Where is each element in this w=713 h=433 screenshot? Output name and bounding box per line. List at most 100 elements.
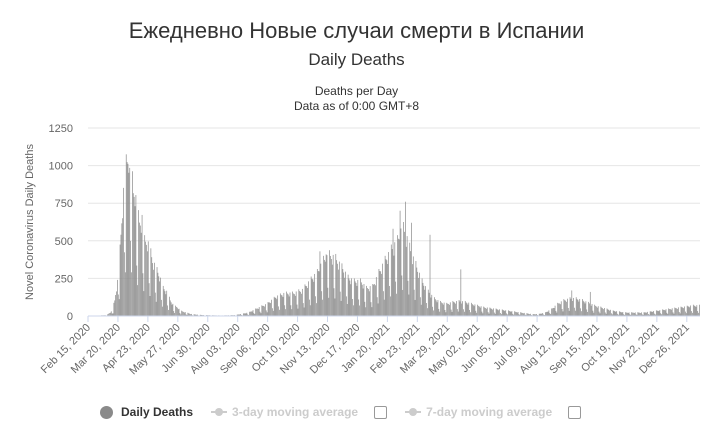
bar-daily-deaths <box>491 308 493 316</box>
bar-daily-deaths <box>519 314 521 316</box>
bar-daily-deaths <box>298 289 300 316</box>
bar-daily-deaths <box>417 271 419 316</box>
bar-daily-deaths <box>655 314 656 316</box>
bar-daily-deaths <box>393 255 395 316</box>
bar-daily-deaths <box>284 305 286 316</box>
bar-daily-deaths <box>481 311 483 316</box>
bar-daily-deaths <box>539 313 541 316</box>
bar-daily-deaths <box>567 298 568 316</box>
legend-item-7-day-average[interactable]: 7-day moving average <box>405 405 582 419</box>
bar-daily-deaths <box>678 311 680 316</box>
bar-daily-deaths <box>157 272 159 316</box>
bar-daily-deaths <box>479 307 481 316</box>
bar-daily-deaths <box>199 314 201 316</box>
bar-daily-deaths <box>596 306 597 316</box>
bar-daily-deaths <box>453 302 455 316</box>
bar-daily-deaths <box>145 241 146 316</box>
bar-daily-deaths <box>500 312 501 316</box>
bar-daily-deaths <box>167 305 168 316</box>
bar-daily-deaths <box>237 314 239 316</box>
bar-daily-deaths <box>316 269 318 316</box>
bar-daily-deaths <box>427 289 429 316</box>
bar-daily-deaths <box>244 313 246 316</box>
bar-daily-deaths <box>668 308 670 316</box>
bar-daily-deaths <box>449 304 450 316</box>
bar-daily-deaths <box>323 259 325 316</box>
bar-daily-deaths <box>193 314 195 316</box>
legend-label-3-day-average: 3-day moving average <box>232 405 359 419</box>
bar-daily-deaths <box>242 313 244 316</box>
bar-daily-deaths <box>557 302 559 316</box>
bar-daily-deaths <box>628 312 630 316</box>
bar-daily-deaths <box>290 305 292 316</box>
bar-daily-deaths <box>321 291 323 316</box>
bar-daily-deaths <box>339 291 341 316</box>
bar-daily-deaths <box>699 304 700 316</box>
bar-daily-deaths <box>518 314 520 316</box>
legend-checkbox-7-day-average[interactable] <box>568 405 582 419</box>
bar-daily-deaths <box>239 314 241 316</box>
bar-daily-deaths <box>620 312 622 316</box>
bar-daily-deaths <box>259 311 261 316</box>
bar-daily-deaths <box>375 277 377 316</box>
bar-daily-deaths <box>460 269 462 316</box>
bar-daily-deaths <box>279 293 281 316</box>
bar-daily-deaths <box>391 249 393 316</box>
bar-daily-deaths <box>590 305 592 316</box>
bar-daily-deaths <box>365 307 367 316</box>
bar-daily-deaths <box>262 305 264 316</box>
bar-daily-deaths <box>556 312 558 316</box>
bar-daily-deaths <box>484 307 485 316</box>
bar-daily-deaths <box>473 306 475 316</box>
bar-daily-deaths <box>328 297 330 316</box>
bar-daily-deaths <box>179 313 181 316</box>
bar-daily-deaths <box>515 312 517 316</box>
bar-daily-deaths <box>457 311 459 316</box>
legend-item-daily-deaths[interactable]: Daily Deaths <box>100 405 193 419</box>
bar-daily-deaths <box>597 306 599 316</box>
bar-daily-deaths <box>419 297 421 316</box>
bar-daily-deaths <box>110 311 112 316</box>
bar-daily-deaths <box>490 308 492 316</box>
legend-item-3-day-average[interactable]: 3-day moving average <box>211 405 388 419</box>
bar-daily-deaths <box>329 250 330 316</box>
bar-daily-deaths <box>653 310 655 316</box>
bar-daily-deaths <box>607 309 609 316</box>
bar-daily-deaths <box>543 314 544 316</box>
bar-daily-deaths <box>292 291 293 316</box>
legend-checkbox-3-day-average[interactable] <box>374 405 388 419</box>
bar-daily-deaths <box>389 285 390 316</box>
bar-daily-deaths <box>362 288 364 316</box>
bar-daily-deaths <box>694 306 696 316</box>
bar-daily-deaths <box>692 312 693 316</box>
bar-daily-deaths <box>561 309 563 316</box>
bar-daily-deaths <box>632 312 633 316</box>
bar-daily-deaths <box>371 307 373 316</box>
bar-daily-deaths <box>278 306 279 316</box>
bar-daily-deaths <box>449 302 451 316</box>
bar-daily-deaths <box>685 313 687 316</box>
bar-daily-deaths <box>635 314 637 316</box>
bar-daily-deaths <box>130 240 131 316</box>
bar-daily-deaths <box>522 312 523 316</box>
bar-daily-deaths <box>255 308 257 316</box>
bar-daily-deaths <box>624 314 625 316</box>
bar-daily-deaths <box>161 299 162 316</box>
bar-daily-deaths <box>248 314 249 316</box>
bar-daily-deaths <box>415 261 417 316</box>
bar-daily-deaths <box>342 269 344 316</box>
bar-daily-deaths <box>270 303 271 316</box>
bar-daily-deaths <box>257 308 259 316</box>
bar-daily-deaths <box>165 294 167 316</box>
bar-daily-deaths <box>334 298 336 316</box>
bar-daily-deaths <box>475 310 477 316</box>
bar-daily-deaths <box>583 301 585 316</box>
bar-daily-deaths <box>110 312 111 316</box>
bar-daily-deaths <box>343 272 345 316</box>
bar-daily-deaths <box>124 272 126 316</box>
bar-daily-deaths <box>633 312 634 316</box>
bar-daily-deaths <box>693 305 695 316</box>
bar-daily-deaths <box>144 235 146 316</box>
bar-daily-deaths <box>573 297 574 316</box>
bar-daily-deaths <box>605 313 607 316</box>
